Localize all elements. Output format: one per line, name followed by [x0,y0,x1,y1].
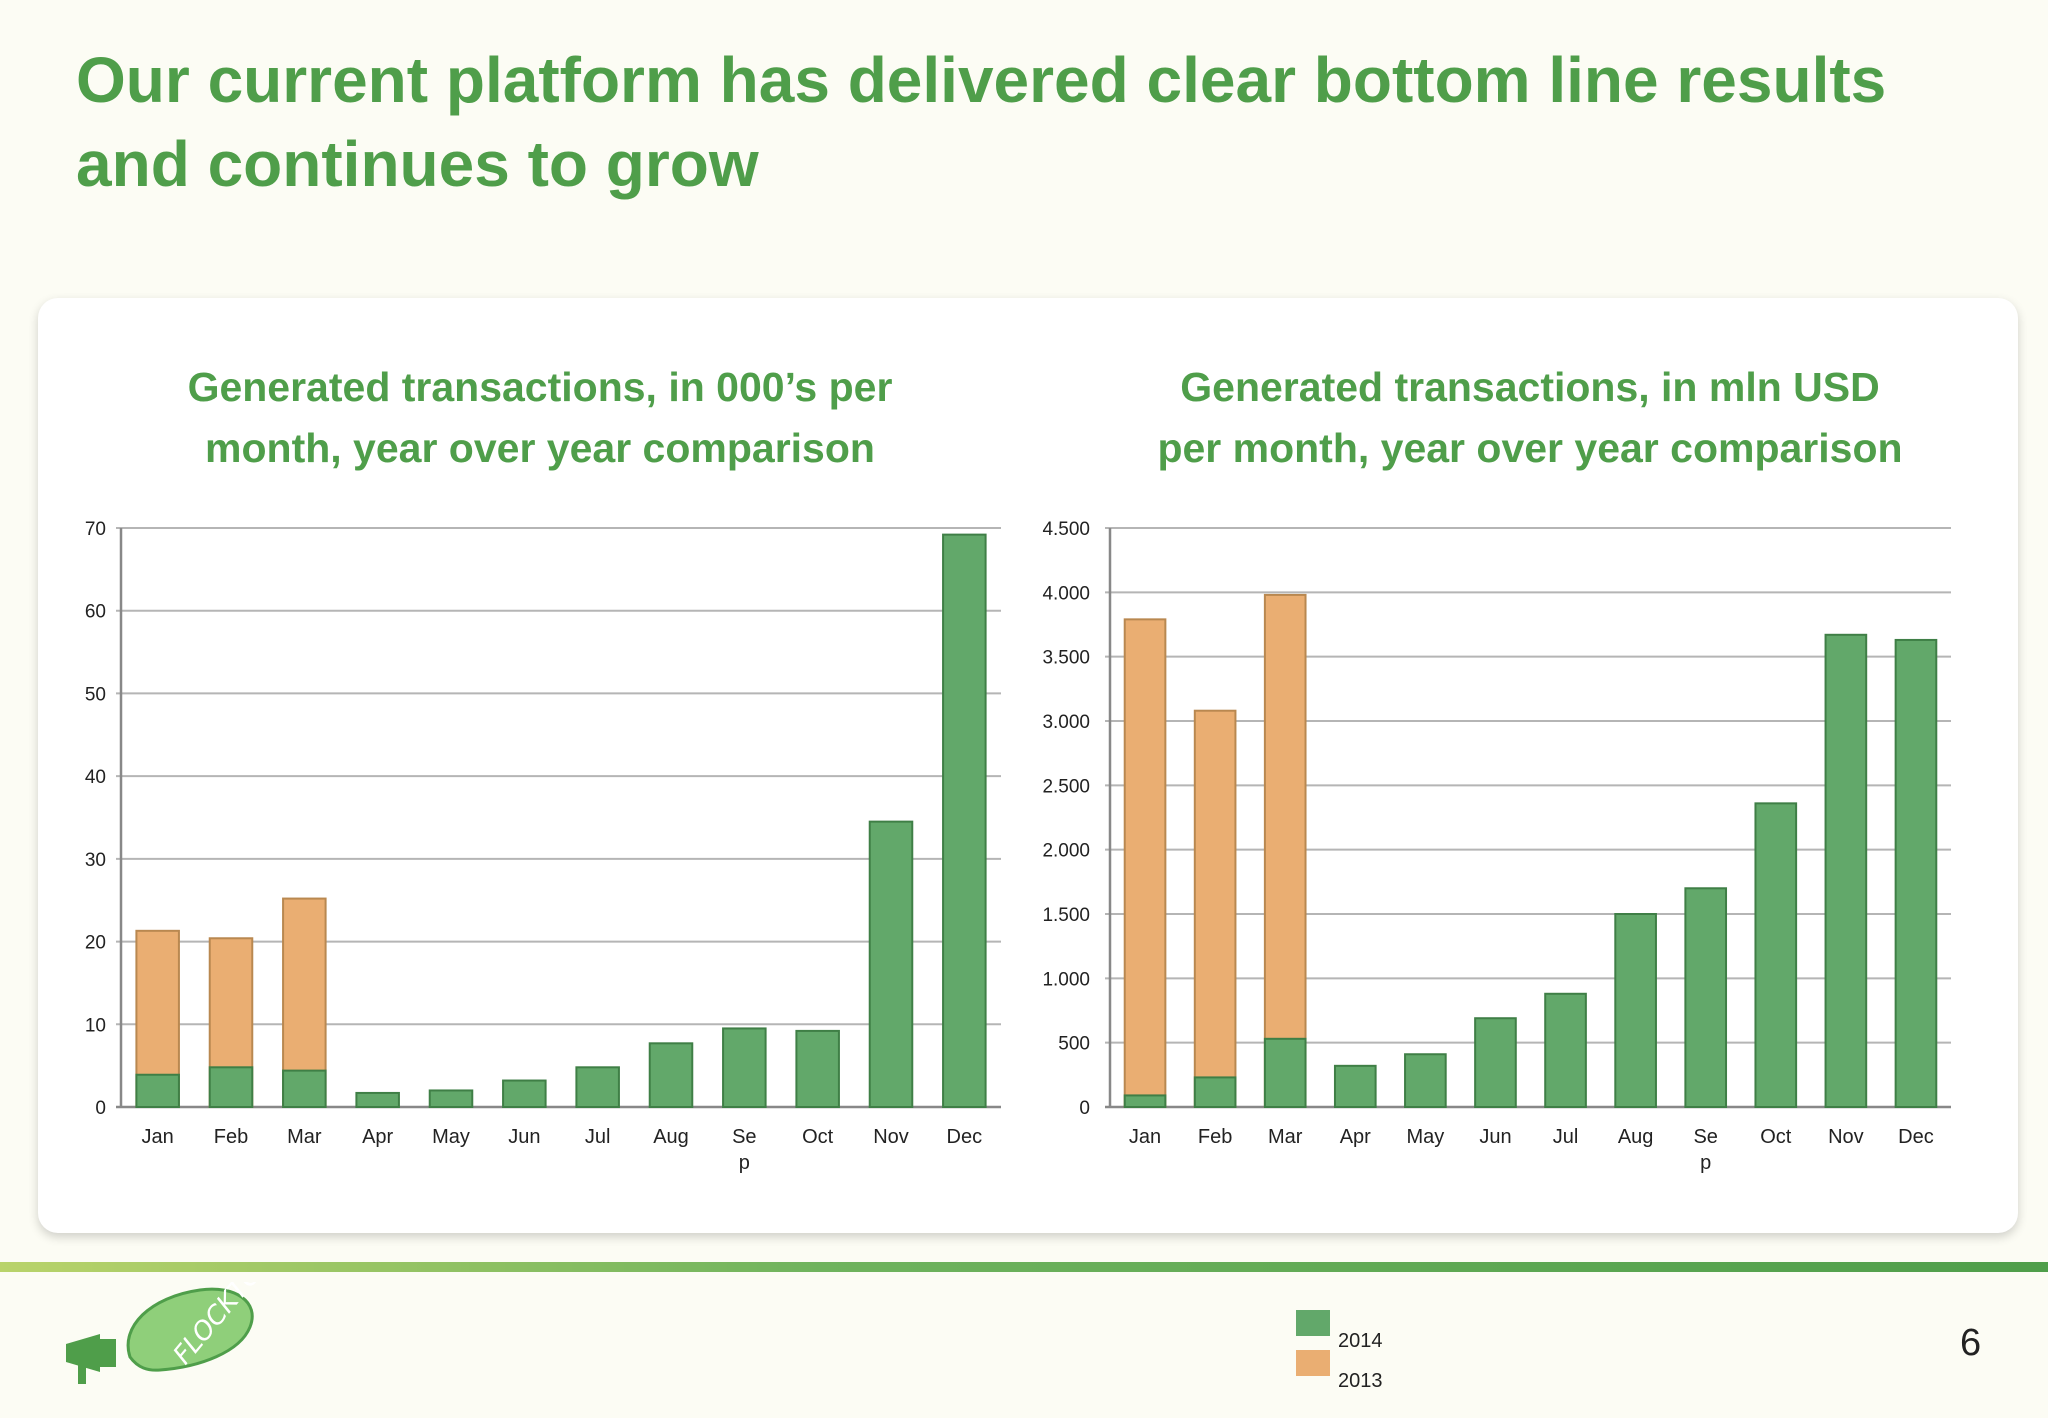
bar-2013-jan [1123,618,1167,1108]
legend-swatch-2014 [1296,1310,1330,1336]
bar-2014-aug [648,1042,694,1108]
bar-2014-oct [795,1029,840,1108]
x-tick-label: Jan [1129,1126,1161,1148]
x-tick-label: Jan [142,1126,174,1148]
bar-2014-jan [135,1073,180,1109]
y-tick-label: 10 [85,1015,106,1036]
slide-title: Our current platform has delivered clear… [76,38,1976,206]
legend-swatch-2013 [1296,1350,1330,1376]
bar-2014-mar [282,1069,327,1108]
legend-label-2014: 2014 [1338,1330,1383,1352]
bar-2013-mar [1263,593,1307,1108]
chart-2-title-line-1: Generated transactions, in mln USD [1180,364,1880,410]
bar-2014-sep [1684,887,1728,1108]
slide-title-line-1: Our current platform has delivered clear… [76,44,1887,116]
y-tick-label: 30 [85,850,106,871]
bar-2014-jul [1544,992,1587,1109]
x-tick-label: Jul [1553,1126,1579,1148]
x-tick-label: Feb [214,1126,248,1148]
footer-stripe [0,1262,2048,1272]
chart-2-title: Generated transactions, in mln USD per m… [1100,357,1960,479]
x-tick-label: Apr [1340,1126,1371,1148]
bar-2014-may [1404,1053,1447,1108]
x-tick-label: Feb [1198,1126,1232,1148]
y-tick-label: 3.500 [1042,648,1090,669]
x-tick-label: Mar [287,1126,322,1148]
bar-2014-may [428,1089,474,1109]
bar-2014-jun [1474,1017,1517,1108]
bar-2014-aug [1614,913,1657,1108]
bar-2014-nov [868,820,914,1108]
y-tick-label: 60 [85,602,106,623]
x-tick-label: Nov [873,1126,909,1148]
y-tick-label: 0 [95,1098,106,1119]
transactions-count-chart: 0 10 20 30 40 50 60 70 Jan Feb Mar Apr May Jun Jul Aug S… [85,519,1001,1174]
y-tick-label: 0 [1079,1098,1090,1119]
x-tick-label: Oct [802,1126,834,1148]
page-number: 6 [1960,1322,1982,1364]
x-tick-label: Nov [1828,1126,1864,1148]
x-tick-label: Dec [947,1126,983,1148]
y-tick-label: 4.500 [1042,519,1090,540]
bar-2014-jan [1123,1094,1167,1108]
y-tick-label: 1.500 [1042,905,1090,926]
y-tick-label: 500 [1058,1034,1090,1055]
y-tick-label: 40 [85,767,106,788]
y-tick-label: 2.500 [1042,776,1090,797]
company-logo: FLOCKTORY [66,1282,270,1384]
bar-2014-feb [1193,1076,1237,1109]
x-tick-label: Aug [1618,1126,1654,1148]
y-tick-label: 4.000 [1042,583,1090,604]
y-tick-label: 50 [85,684,106,705]
bar-2014-oct [1754,802,1798,1108]
y-tick-label: 2.000 [1042,841,1090,862]
bar-2014-dec [1894,638,1938,1108]
slide-title-line-2: and continues to grow [76,128,759,200]
x-tick-label: Apr [362,1126,393,1148]
chart-2-title-line-2: per month, year over year comparison [1157,425,1903,471]
bar-2014-jul [575,1066,620,1108]
y-tick-label: 70 [85,519,106,540]
y-tick-label: 20 [85,933,106,954]
x-tick-label: Se p [732,1126,756,1174]
x-tick-label: Oct [1760,1126,1792,1148]
x-tick-label: Jul [585,1126,611,1148]
x-tick-label: May [432,1126,470,1148]
bar-2014-jun [502,1079,547,1109]
x-tick-label: Jun [1479,1126,1511,1148]
x-tick-label: Aug [653,1126,689,1148]
bar-2014-apr [355,1091,400,1109]
chart-1-title-line-2: month, year over year comparison [205,425,875,471]
bar-2014-nov [1824,633,1868,1108]
x-tick-label: Mar [1268,1126,1303,1148]
chart-1-title: Generated transactions, in 000’s per mon… [110,357,970,479]
bar-2014-apr [1333,1064,1377,1108]
transactions-usd-chart: 0 500 1.000 1.500 2.000 2.500 3.000 3.500 4.000 4… [1042,519,1951,1174]
x-tick-label: May [1406,1126,1444,1148]
bar-2014-sep [722,1027,767,1109]
bar-2014-mar [1263,1037,1307,1108]
bar-2014-feb [208,1066,254,1108]
bar-2013-feb [1193,709,1237,1108]
chart-1-title-line-1: Generated transactions, in 000’s per [187,364,893,410]
x-tick-label: Dec [1898,1126,1934,1148]
bar-2014-dec [942,533,987,1109]
y-tick-label: 1.000 [1042,969,1090,990]
y-tick-label: 3.000 [1042,712,1090,733]
legend-label-2013: 2013 [1338,1370,1383,1392]
x-tick-label: Jun [508,1126,540,1148]
x-tick-label: Se p [1693,1126,1717,1174]
